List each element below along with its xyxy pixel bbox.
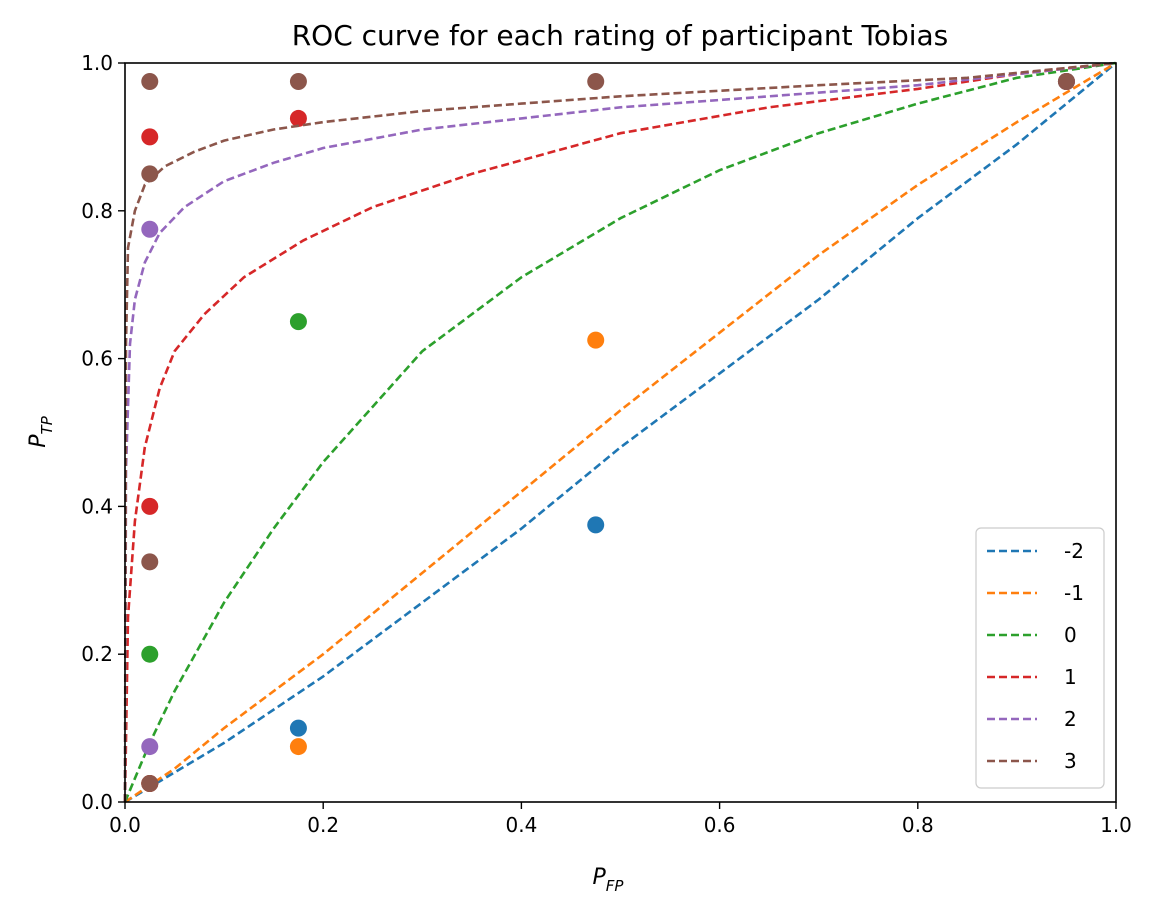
series-line-3: [123, 61, 1117, 803]
x-axis-ticks: 0.0 0.2 0.4 0.6 0.8 1.0: [109, 802, 1132, 837]
y-axis-label-subscript: TP: [38, 415, 56, 434]
y-tick-label: 0.4: [81, 494, 113, 518]
data-point-2-0: [141, 645, 159, 663]
data-point-1-1: [289, 738, 307, 756]
data-point-4-0: [141, 738, 159, 756]
x-tick-label: 1.0: [1100, 813, 1132, 837]
legend-label-5: 3: [1064, 749, 1077, 773]
y-axis-label-main: P: [26, 434, 51, 448]
data-point-3-3: [289, 109, 307, 127]
data-point-5-5: [587, 72, 605, 90]
x-tick-label: 0.8: [902, 813, 934, 837]
y-tick-label: 1.0: [81, 51, 113, 75]
x-axis-label-main: P: [593, 865, 607, 890]
legend-label-0: -2: [1064, 539, 1084, 563]
legend-label-1: -1: [1064, 581, 1084, 605]
series-line-0: [124, 61, 1117, 804]
data-point-0-2: [587, 516, 605, 534]
legend-entries: -2 -1 0 1 2 3: [987, 539, 1084, 773]
y-tick-label: 0.6: [81, 347, 113, 371]
x-tick-label: 0.0: [109, 813, 141, 837]
x-axis-label: PFP: [593, 865, 625, 895]
x-tick-label: 0.4: [505, 813, 537, 837]
axes-frame: [124, 62, 1117, 803]
series-line-5: [123, 61, 1117, 803]
series-5: [123, 61, 1117, 803]
legend-label-3: 1: [1064, 665, 1077, 689]
plot-area: [123, 61, 1117, 804]
x-tick-label: 0.6: [704, 813, 736, 837]
series-line-1: [124, 61, 1117, 804]
data-point-5-6: [1057, 72, 1075, 90]
x-axis-label-subscript: FP: [606, 877, 625, 895]
y-tick-label: 0.0: [81, 790, 113, 814]
series-line-2: [123, 61, 1117, 803]
data-point-5-1: [141, 553, 159, 571]
data-point-5-2: [141, 165, 159, 183]
legend-label-2: 0: [1064, 623, 1077, 647]
data-point-3-1: [141, 497, 159, 515]
legend-label-4: 2: [1064, 707, 1077, 731]
data-point-4-1: [141, 220, 159, 238]
y-axis-ticks: 0.0 0.2 0.4 0.6 0.8 1.0: [81, 51, 125, 814]
series-layer: [123, 61, 1117, 804]
data-point-2-1: [289, 313, 307, 331]
data-point-3-2: [141, 128, 159, 146]
data-point-5-4: [289, 72, 307, 90]
legend-box: [975, 527, 1105, 789]
y-axis-label: PTP: [26, 415, 56, 447]
data-point-5-3: [141, 72, 159, 90]
y-tick-label: 0.8: [81, 199, 113, 223]
legend: -2 -1 0 1 2 3: [975, 527, 1105, 789]
y-tick-label: 0.2: [81, 642, 113, 666]
data-point-1-2: [587, 331, 605, 349]
series-line-4: [123, 61, 1117, 803]
data-point-5-0: [141, 775, 159, 793]
x-tick-label: 0.2: [307, 813, 339, 837]
data-point-0-1: [289, 719, 307, 737]
chart-title: ROC curve for each rating of participant…: [292, 19, 949, 52]
